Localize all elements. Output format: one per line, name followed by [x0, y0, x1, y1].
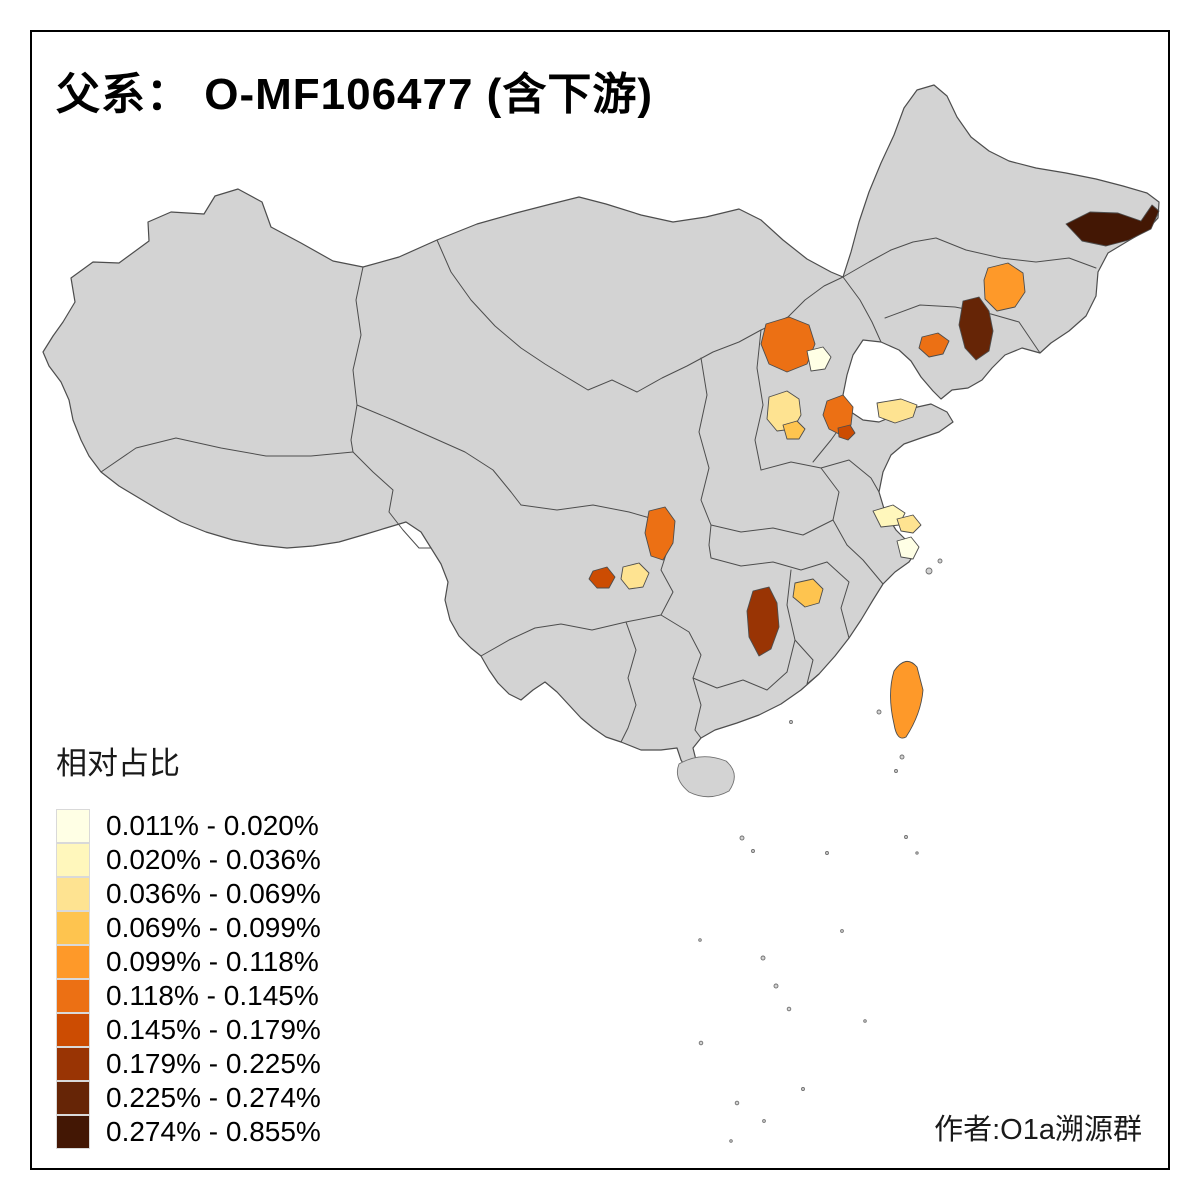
- map-region-heilongjiang-northeast: [1065, 204, 1160, 247]
- legend-row: 0.118% - 0.145%: [56, 979, 321, 1013]
- legend-swatch: [56, 945, 90, 979]
- legend-swatch: [56, 1047, 90, 1081]
- map-region-sichuan-east: [644, 506, 676, 561]
- legend-title: 相对占比: [56, 746, 180, 781]
- legend-swatch: [56, 1115, 90, 1149]
- legend-label: 0.020% - 0.036%: [106, 844, 321, 875]
- map-region-chongqing-west: [588, 566, 616, 589]
- south-china-sea-islands: [698, 835, 919, 1143]
- hainan-island: [676, 756, 735, 798]
- legend-row: 0.225% - 0.274%: [56, 1081, 321, 1115]
- legend-swatch: [56, 911, 90, 945]
- legend-label: 0.179% - 0.225%: [106, 1048, 321, 1079]
- legend-row: 0.011% - 0.020%: [56, 809, 321, 843]
- coastal-island: [925, 567, 933, 575]
- coastal-island: [899, 754, 905, 760]
- legend-row: 0.069% - 0.099%: [56, 911, 321, 945]
- legend-swatch: [56, 979, 90, 1013]
- map-region-shanghai-area: [896, 536, 920, 560]
- legend-swatch: [56, 1013, 90, 1047]
- highlighted-regions: [588, 204, 1160, 739]
- map-region-shandong-small-red: [837, 424, 856, 441]
- legend-row: 0.179% - 0.225%: [56, 1047, 321, 1081]
- map-region-beijing-east-small: [806, 346, 832, 372]
- map-title: 父系： O-MF106477 (含下游): [56, 70, 653, 119]
- map-region-beijing-area: [760, 316, 816, 373]
- map-region-chongqing-pale: [620, 562, 650, 590]
- map-region-jilin-central: [983, 262, 1026, 312]
- legend-label: 0.118% - 0.145%: [106, 980, 319, 1011]
- china-outline: [42, 84, 1160, 774]
- legend-row: 0.099% - 0.118%: [56, 945, 321, 979]
- legend-row: 0.036% - 0.069%: [56, 877, 321, 911]
- legend-label: 0.069% - 0.099%: [106, 912, 321, 943]
- legend-rows: 0.011% - 0.020% 0.020% - 0.036% 0.036% - 0…: [56, 809, 321, 1149]
- legend-row: 0.274% - 0.855%: [56, 1115, 321, 1149]
- legend-label: 0.145% - 0.179%: [106, 1014, 321, 1045]
- coastal-island: [876, 709, 882, 715]
- legend-swatch: [56, 877, 90, 911]
- legend-label: 0.036% - 0.069%: [106, 878, 321, 909]
- map-region-jiangsu-b: [896, 514, 922, 534]
- province-borders: [100, 237, 1097, 743]
- legend-swatch: [56, 1081, 90, 1115]
- map-region-liaoning-coast: [918, 332, 950, 358]
- legend-label: 0.099% - 0.118%: [106, 946, 319, 977]
- map-region-shandong-peninsula: [876, 398, 918, 424]
- coastal-island: [894, 769, 898, 773]
- legend-row: 0.145% - 0.179%: [56, 1013, 321, 1047]
- islands: [676, 558, 943, 1143]
- legend-label: 0.011% - 0.020%: [106, 810, 319, 841]
- legend-label: 0.225% - 0.274%: [106, 1082, 321, 1113]
- map-region-hunan-east: [746, 586, 780, 657]
- coastal-island: [789, 720, 793, 724]
- coastal-island: [937, 558, 943, 564]
- legend-label: 0.274% - 0.855%: [106, 1116, 321, 1147]
- author-credit: 作者:O1a溯源群: [934, 1114, 1142, 1146]
- legend: 相对占比 0.011% - 0.020% 0.020% - 0.036% 0.036…: [56, 738, 321, 1149]
- map-region-liaoning-east: [958, 296, 994, 361]
- mainland-china: [42, 84, 1160, 774]
- legend-swatch: [56, 843, 90, 877]
- legend-swatch: [56, 809, 90, 843]
- map-region-jiangxi-north: [792, 578, 824, 608]
- map-region-hebei-south-small: [782, 420, 806, 440]
- map-region-taiwan: [890, 661, 924, 739]
- legend-row: 0.020% - 0.036%: [56, 843, 321, 877]
